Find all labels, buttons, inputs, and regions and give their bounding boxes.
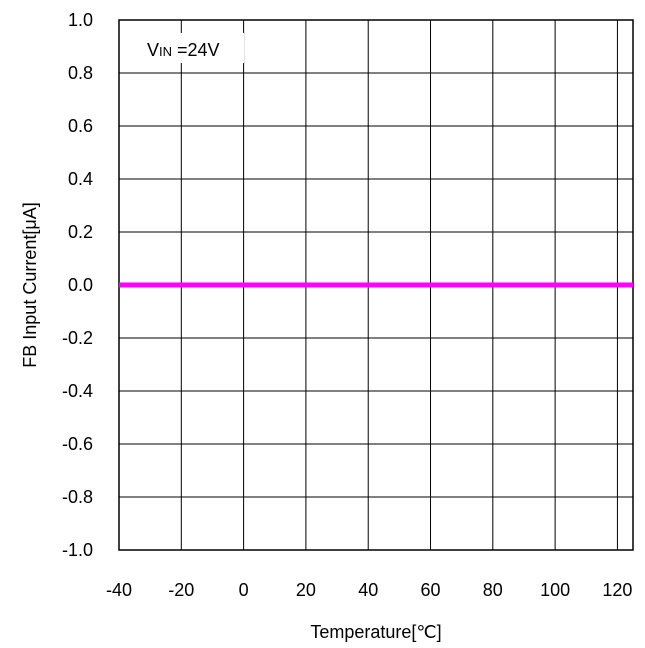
y-tick-label: -0.6	[62, 434, 93, 454]
x-tick-label: 20	[296, 580, 316, 600]
y-tick-label: 0.8	[68, 63, 93, 83]
vin-annotation-background	[140, 33, 244, 63]
y-tick-label: 1.0	[68, 10, 93, 30]
vin-annotation-prefix: V	[147, 40, 159, 60]
x-tick-label: -20	[168, 580, 194, 600]
x-tick-label: 40	[358, 580, 378, 600]
y-tick-label: 0.0	[68, 275, 93, 295]
y-tick-label: -0.8	[62, 487, 93, 507]
y-tick-label: -1.0	[62, 540, 93, 560]
vin-annotation: VIN =24V	[140, 33, 244, 63]
vin-annotation-subscript: IN	[159, 44, 172, 59]
x-tick-label: 120	[602, 580, 632, 600]
x-tick-label: -40	[106, 580, 132, 600]
x-tick-labels: -40 -20 0 20 40 60 80 100 120	[106, 580, 632, 600]
y-tick-label: 0.4	[68, 169, 93, 189]
x-tick-label: 100	[540, 580, 570, 600]
y-axis-title: FB Input Current[μA]	[20, 202, 40, 367]
y-tick-label: -0.2	[62, 328, 93, 348]
y-tick-label: -0.4	[62, 381, 93, 401]
x-tick-label: 80	[483, 580, 503, 600]
x-tick-label: 60	[420, 580, 440, 600]
vin-annotation-text: VIN =24V	[147, 40, 220, 60]
y-tick-label: 0.6	[68, 116, 93, 136]
x-axis-title: Temperature[℃]	[310, 622, 441, 642]
vin-annotation-suffix: =24V	[172, 40, 220, 60]
y-tick-label: 0.2	[68, 222, 93, 242]
x-tick-label: 0	[239, 580, 249, 600]
y-tick-labels: 1.0 0.8 0.6 0.4 0.2 0.0 -0.2 -0.4 -0.6 -0.8 -1.0	[62, 10, 93, 560]
